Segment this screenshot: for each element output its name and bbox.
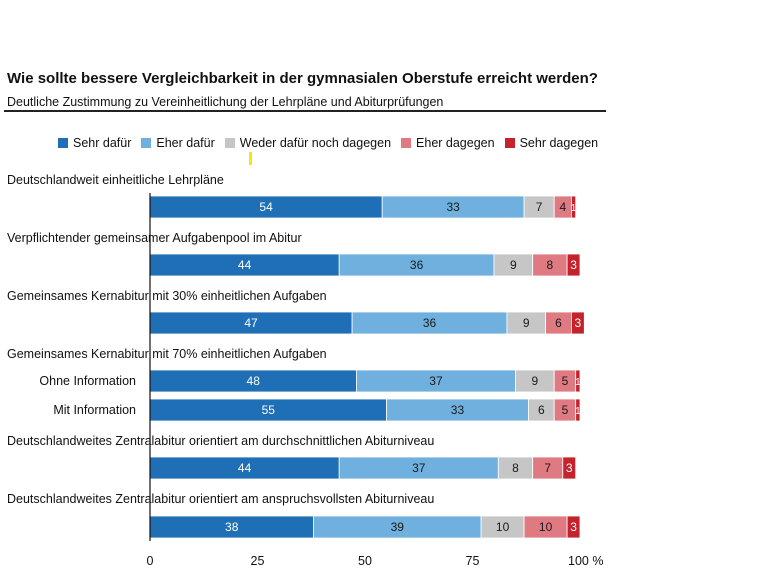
- legend: Sehr dafür Eher dafür Weder dafür noch d…: [58, 136, 608, 150]
- data-label: 6: [538, 403, 545, 417]
- legend-swatch: [401, 138, 412, 148]
- data-label: 9: [510, 258, 517, 272]
- data-label: 54: [259, 200, 273, 214]
- data-label: 3: [566, 461, 573, 475]
- data-label: 33: [451, 403, 465, 417]
- legend-item-eher-dagegen: Eher dagegen: [401, 136, 495, 150]
- data-label: 1: [571, 203, 577, 214]
- bar-segment: [562, 456, 577, 480]
- row-label: Mit Information: [53, 403, 136, 417]
- row-heading: Verpflichtender gemeinsamer Aufgabenpool…: [7, 231, 302, 245]
- data-label: 4: [559, 200, 566, 214]
- title-rule: [4, 110, 606, 112]
- row-heading: Deutschlandweites Zentralabitur orientie…: [7, 434, 434, 448]
- row-label: Ohne Information: [39, 374, 136, 388]
- row-heading: Deutschlandweit einheitliche Lehrpläne: [7, 173, 224, 187]
- legend-item-weder: Weder dafür noch dagegen: [224, 136, 392, 150]
- data-label: 8: [512, 461, 519, 475]
- data-label: 8: [547, 258, 554, 272]
- data-label: 44: [238, 258, 252, 272]
- data-label: 36: [423, 316, 437, 330]
- data-label: 10: [496, 520, 510, 534]
- x-tick-label: 100 %: [568, 554, 603, 568]
- legend-item-sehr-dafuer: Sehr dafür: [58, 136, 131, 150]
- data-label: 36: [410, 258, 424, 272]
- row-heading: Deutschlandweites Zentralabitur orientie…: [7, 492, 434, 506]
- data-label: 3: [570, 520, 577, 534]
- data-label: 10: [539, 520, 553, 534]
- data-label: 48: [247, 374, 261, 388]
- bar-segment: [566, 515, 581, 539]
- legend-item-eher-dafuer: Eher dafür: [141, 136, 215, 150]
- data-label: 44: [238, 461, 252, 475]
- data-label: 5: [562, 403, 569, 417]
- data-label: 5: [562, 374, 569, 388]
- data-label: 55: [262, 403, 276, 417]
- data-label: 37: [429, 374, 443, 388]
- row-heading: Gemeinsames Kernabitur mit 30% einheitli…: [7, 289, 327, 303]
- highlight-mark: [249, 152, 252, 165]
- bar-segment: [571, 311, 585, 335]
- x-tick-label: 50: [358, 554, 372, 568]
- bar-segment: [575, 398, 581, 422]
- data-label: 7: [536, 200, 543, 214]
- x-tick-label: 0: [147, 554, 154, 568]
- data-label: 1: [575, 377, 581, 388]
- legend-label: Eher dafür: [156, 136, 215, 150]
- chart-subtitle: Deutliche Zustimmung zu Vereinheitlichun…: [7, 95, 444, 109]
- data-label: 6: [555, 316, 562, 330]
- legend-swatch: [224, 138, 235, 148]
- data-label: 39: [391, 520, 405, 534]
- data-label: 3: [570, 258, 577, 272]
- data-label: 33: [446, 200, 460, 214]
- data-label: 47: [244, 316, 258, 330]
- bar-segment: [571, 195, 577, 219]
- data-label: 9: [532, 374, 539, 388]
- bar-segment: [575, 369, 581, 393]
- legend-swatch: [58, 138, 68, 148]
- legend-swatch: [141, 138, 152, 148]
- x-tick-label: 25: [251, 554, 265, 568]
- chart-title: Wie sollte bessere Vergleichbarkeit in d…: [7, 70, 598, 87]
- legend-item-sehr-dagegen: Sehr dagegen: [504, 136, 599, 150]
- data-label: 7: [544, 461, 551, 475]
- legend-label: Sehr dafür: [73, 136, 132, 150]
- data-label: 9: [523, 316, 530, 330]
- data-label: 1: [575, 406, 581, 417]
- row-heading: Gemeinsames Kernabitur mit 70% einheitli…: [7, 347, 327, 361]
- data-label: 38: [225, 520, 239, 534]
- data-label: 37: [412, 461, 426, 475]
- data-label: 3: [575, 316, 582, 330]
- x-tick-label: 75: [466, 554, 480, 568]
- legend-label: Sehr dagegen: [519, 136, 599, 150]
- legend-label: Eher dagegen: [416, 136, 495, 150]
- legend-label: Weder dafür noch dagegen: [239, 136, 392, 150]
- bar-segment: [566, 253, 581, 277]
- legend-swatch: [504, 138, 515, 148]
